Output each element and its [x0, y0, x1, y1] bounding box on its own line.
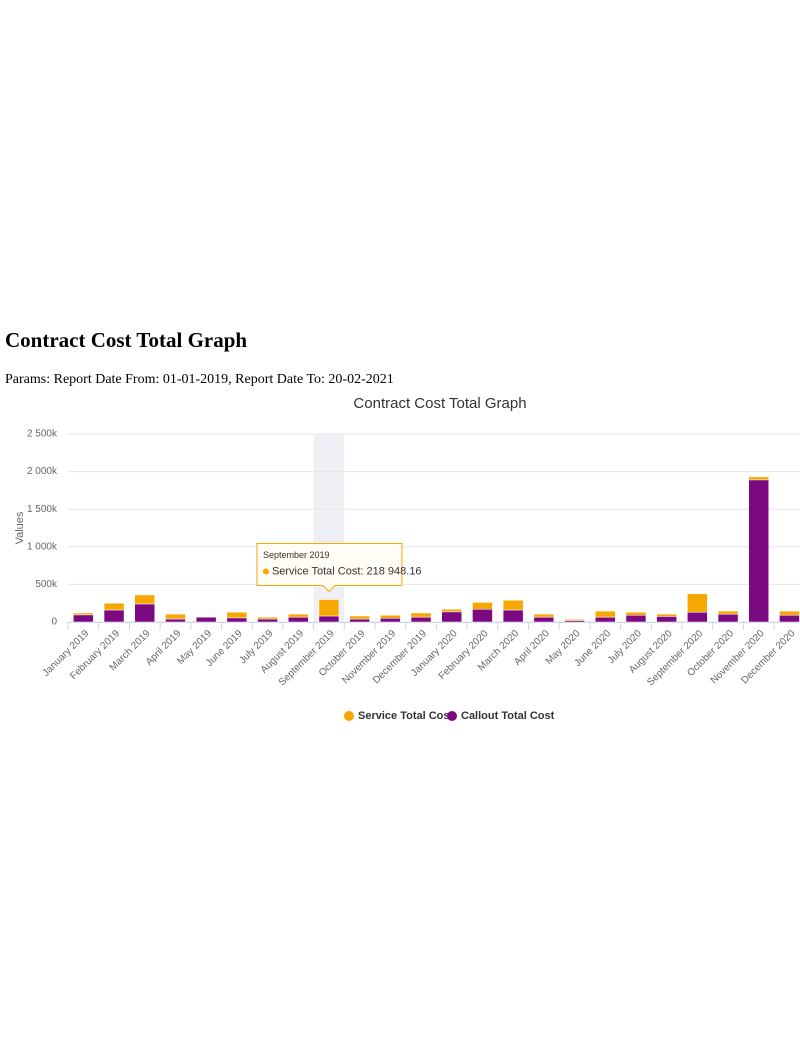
tooltip-title: September 2019	[263, 550, 330, 560]
bar-segment	[103, 602, 125, 611]
bar-segment	[410, 612, 432, 618]
bar-segment	[257, 618, 278, 623]
tooltip-box	[256, 543, 403, 593]
bar-segment	[73, 612, 94, 616]
bar-segment	[134, 594, 155, 605]
bar-segment	[779, 614, 800, 623]
y-axis-label: Values	[14, 511, 26, 544]
bar-segment	[779, 610, 800, 616]
bar-segment	[717, 610, 739, 615]
bar-segment	[165, 618, 186, 623]
tooltip: September 2019 Service Total Cost: 218 94…	[256, 543, 422, 593]
chart: Contract Cost Total Graph Values 0 500k 1 …	[14, 395, 800, 722]
bar-segment	[472, 602, 493, 610]
bar-segment	[103, 609, 125, 623]
legend-marker	[447, 711, 457, 721]
y-tick-label: 500k	[35, 579, 58, 590]
x-tick-label: December 2020	[739, 628, 797, 686]
bar-segment	[472, 608, 493, 623]
bar-segment	[134, 603, 155, 623]
x-tick-label: December 2019	[371, 628, 429, 686]
y-tick-label: 2 500k	[27, 429, 58, 440]
bar-segment	[380, 614, 401, 619]
legend-marker	[344, 711, 354, 721]
legend-label: Service Total Cost	[358, 710, 453, 722]
hover-band	[313, 434, 345, 622]
bar-segment	[748, 476, 769, 481]
y-tick-label: 0	[51, 617, 57, 628]
bar-segment	[502, 609, 524, 623]
bar-segment	[533, 613, 555, 618]
bar-segment	[656, 613, 677, 617]
bar-segment	[502, 599, 524, 611]
legend-label: Callout Total Cost	[461, 710, 555, 722]
bar-segment	[595, 616, 616, 623]
bar-segment	[165, 613, 186, 620]
x-tick-label: September 2020	[645, 628, 705, 688]
tooltip-text: Service Total Cost: 218 948.16	[272, 565, 422, 577]
bar-segment	[625, 614, 647, 623]
bar-segment	[564, 619, 585, 621]
tooltip-marker	[262, 568, 269, 575]
bar-segment	[441, 611, 462, 623]
x-tick-label: September 2019	[277, 628, 337, 688]
bar-segment	[687, 611, 708, 623]
y-tick-label: 1 500k	[27, 504, 58, 515]
bar-segment	[288, 616, 309, 623]
bar-segment	[73, 614, 94, 623]
y-tick-label: 2 000k	[27, 466, 58, 477]
x-tick-label: November 2019	[340, 628, 398, 686]
bar-segment	[318, 599, 340, 617]
bar-segment	[318, 615, 340, 623]
x-tick-label: November 2020	[709, 628, 767, 686]
bar-segment	[195, 616, 217, 623]
bar-segment	[595, 610, 616, 618]
bar-segment	[656, 616, 677, 623]
bar-segment	[533, 616, 555, 623]
bar-segment	[625, 611, 647, 616]
bar-segment	[349, 618, 370, 623]
bar-segment	[226, 611, 248, 619]
bar-segment	[349, 615, 370, 620]
page-title: Contract Cost Total Graph	[5, 328, 248, 352]
bar-segment	[288, 613, 309, 618]
report-params: Params: Report Date From: 01-01-2019, Re…	[5, 372, 394, 387]
bar-segment	[380, 617, 401, 623]
bar-segment	[226, 617, 248, 623]
bar-segment	[717, 613, 739, 623]
chart-title: Contract Cost Total Graph	[353, 395, 526, 412]
bar-segment	[257, 616, 278, 620]
bar-segment	[441, 608, 462, 613]
bar-segment	[410, 616, 432, 623]
bar-segment	[687, 593, 708, 613]
bar-segment	[748, 479, 769, 623]
y-tick-label: 1 000k	[27, 541, 58, 552]
